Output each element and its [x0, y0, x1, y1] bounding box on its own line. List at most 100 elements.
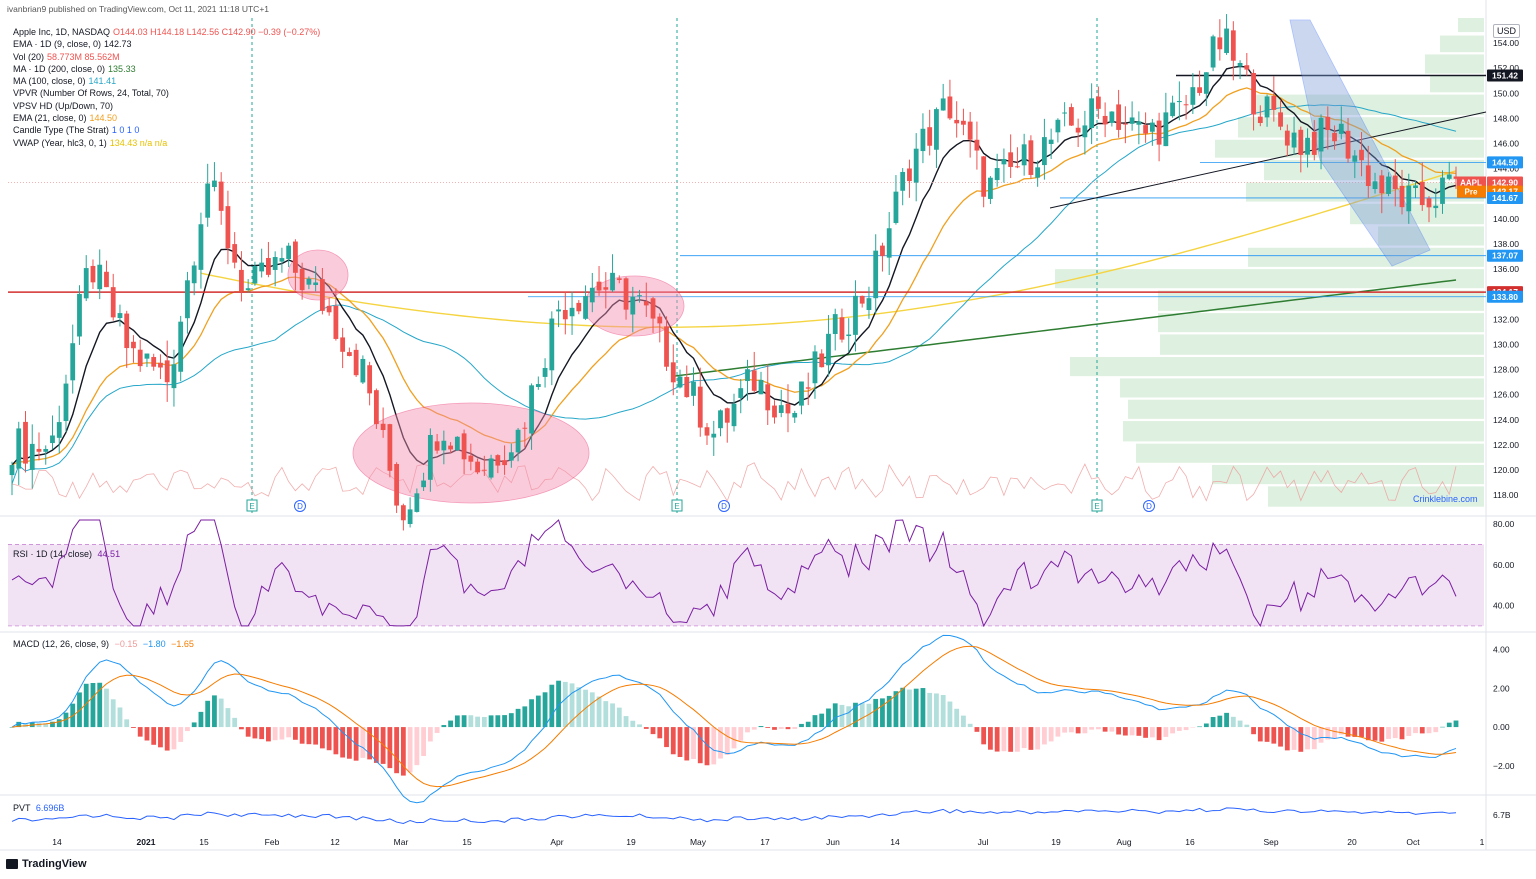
- candle: [1163, 92, 1169, 147]
- candle: [900, 168, 906, 206]
- candle: [731, 393, 737, 432]
- price-tag: 141.67: [1487, 191, 1523, 204]
- price-tick-label: 120.00: [1493, 465, 1519, 475]
- macd-histogram-bar: [1015, 727, 1020, 752]
- price-tag: 133.80: [1487, 290, 1523, 303]
- macd-histogram-bar: [954, 708, 960, 728]
- candle: [907, 159, 912, 198]
- macd-histogram-bar: [1089, 727, 1095, 730]
- candle: [185, 271, 190, 334]
- macd-tick-label: 2.00: [1493, 683, 1510, 693]
- rsi-line: [11, 519, 1457, 628]
- macd-histogram-bar: [1035, 727, 1041, 750]
- legend-value: 1 0 1 0: [111, 125, 140, 136]
- legend-row[interactable]: Apple Inc, 1D, NASDAQ O144.03 H144.18 L14…: [13, 26, 320, 38]
- macd-histogram-bar: [1217, 715, 1223, 728]
- time-tick-label: 19: [626, 837, 636, 847]
- macd-histogram-bar: [144, 727, 150, 741]
- macd-histogram-bar: [576, 687, 582, 728]
- legend-label: Apple Inc, 1D, NASDAQ: [13, 27, 111, 37]
- candle: [1021, 133, 1027, 176]
- dividend-marker: D: [718, 500, 730, 512]
- macd-histogram-bar: [1116, 727, 1122, 735]
- legend-value: O144.03 H144.18 L142.56 C142.90 −0.39 (−…: [113, 27, 321, 37]
- candle: [272, 251, 278, 287]
- candle: [117, 304, 123, 327]
- svg-text:E: E: [674, 502, 679, 511]
- legend-label: Vol (20): [13, 51, 45, 62]
- macd-histogram-bar: [387, 727, 393, 769]
- candle: [373, 388, 379, 429]
- macd-histogram-bar: [43, 723, 49, 728]
- legend-row[interactable]: EMA · 1D (9, close, 0) 142.73: [13, 38, 320, 50]
- macd-histogram-bar: [1264, 727, 1270, 742]
- candle: [657, 313, 663, 343]
- candle: [279, 247, 285, 273]
- legend-value: 141.41: [88, 76, 117, 87]
- legend-row[interactable]: VPSV HD (Up/Down, 70): [13, 100, 320, 112]
- dividend-marker: D: [294, 500, 306, 512]
- macd-histogram-bar: [427, 727, 433, 742]
- price-tag: 142.90 AAPL: [1457, 176, 1523, 189]
- legend-row[interactable]: EMA (21, close, 0) 144.50: [13, 112, 320, 124]
- macd-histogram-bar: [124, 719, 130, 728]
- legend-label: Candle Type (The Strat): [13, 125, 109, 136]
- candle: [974, 121, 980, 170]
- legend-row[interactable]: MA (100, close, 0) 141.41: [13, 75, 320, 87]
- legend-row[interactable]: VPVR (Number Of Rows, 24, Total, 70): [13, 87, 320, 99]
- candle: [104, 260, 109, 288]
- macd-histogram-bar: [549, 684, 555, 728]
- svg-text:137.07: 137.07: [1492, 251, 1518, 261]
- macd-histogram-bar: [1352, 727, 1358, 737]
- candle: [1386, 172, 1391, 197]
- macd-histogram-bar: [286, 727, 292, 738]
- macd-histogram-bar: [299, 727, 305, 744]
- legend-row[interactable]: Vol (20) 58.773M 85.562M: [13, 51, 320, 63]
- macd-histogram-bar: [873, 698, 879, 728]
- macd-histogram-bar: [913, 688, 919, 728]
- macd-histogram-bar: [900, 687, 906, 728]
- candle: [394, 462, 400, 513]
- volume-profile-bar: [1350, 203, 1484, 225]
- candle: [1318, 114, 1324, 170]
- legend-row[interactable]: VWAP (Year, hlc3, 0, 1) 134.43 n/a n/a: [13, 137, 320, 149]
- macd-histogram-bar: [1230, 716, 1236, 728]
- macd-tick-label: −2.00: [1493, 761, 1515, 771]
- macd-histogram-bar: [542, 692, 548, 728]
- ema21-line: [11, 87, 1457, 466]
- macd-histogram-bar: [893, 691, 899, 728]
- candle: [326, 297, 332, 316]
- macd-histogram-bar: [846, 706, 852, 728]
- rsi-value: 44.51: [97, 549, 121, 559]
- macd-histogram-bar: [104, 688, 109, 728]
- macd-histogram-bar: [643, 727, 649, 729]
- time-tick-label: Oct: [1406, 837, 1420, 847]
- currency-button[interactable]: USD: [1493, 24, 1521, 38]
- macd-histogram-bar: [934, 693, 939, 728]
- candle: [43, 445, 49, 465]
- volume-profile-bar: [1055, 269, 1484, 289]
- macd-histogram-bar: [16, 721, 22, 728]
- time-tick-label: Aug: [1116, 837, 1131, 847]
- candle: [441, 430, 447, 465]
- macd-histogram-bar: [1197, 726, 1202, 728]
- macd-histogram-bar: [1143, 727, 1149, 738]
- macd-histogram-bar: [1453, 720, 1459, 728]
- macd-histogram-bar: [819, 713, 825, 728]
- tradingview-brand[interactable]: TradingView: [6, 858, 87, 870]
- legend-row[interactable]: Candle Type (The Strat) 1 0 1 0: [13, 124, 320, 136]
- price-tick-label: 144.00: [1493, 164, 1519, 174]
- volume-profile-bar: [1120, 378, 1484, 398]
- candle: [346, 347, 352, 357]
- legend-label: VWAP (Year, hlc3, 0, 1): [13, 137, 107, 148]
- candle: [1264, 94, 1270, 127]
- candle: [751, 351, 757, 393]
- macd-signal-value: −1.65: [171, 639, 194, 649]
- candle: [853, 280, 858, 352]
- legend-row[interactable]: MA · 1D (200, close, 0) 135.33: [13, 63, 320, 75]
- macd-histogram-bar: [1062, 727, 1068, 733]
- macd-histogram-bar: [826, 708, 831, 728]
- candle: [805, 372, 811, 406]
- macd-histogram-bar: [1224, 712, 1229, 728]
